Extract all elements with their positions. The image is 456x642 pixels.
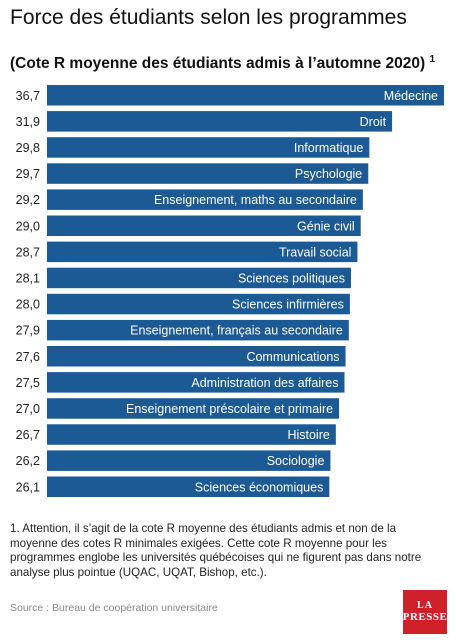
category-label: Génie civil (297, 219, 355, 233)
value-label: 29,0 (16, 219, 40, 233)
category-label: Enseignement, maths au secondaire (154, 193, 357, 207)
bar (47, 215, 361, 236)
category-label: Travail social (279, 245, 351, 259)
category-label: Informatique (294, 141, 364, 155)
value-label: 27,5 (16, 376, 40, 390)
bar (47, 111, 393, 132)
bar (47, 450, 331, 471)
bar (47, 372, 345, 393)
bar (47, 137, 370, 158)
category-label: Droit (360, 115, 387, 129)
value-label: 29,7 (16, 167, 40, 181)
value-label: 31,9 (16, 115, 40, 129)
logo-line-2: PRESSE (402, 611, 448, 623)
bar (47, 319, 349, 341)
category-label: Psychologie (295, 167, 362, 181)
category-label: Administration des affaires (191, 376, 338, 390)
value-label: 27,6 (16, 350, 40, 364)
value-label: 26,7 (16, 428, 40, 442)
subtitle-text: (Cote R moyenne des étudiants admis à l’… (10, 55, 426, 73)
bar (47, 398, 340, 419)
bar (47, 476, 330, 497)
value-label: 28,0 (16, 298, 40, 312)
value-label: 27,9 (16, 324, 40, 338)
bar (47, 346, 346, 367)
category-label: Communications (246, 350, 339, 364)
bar (47, 424, 336, 445)
footnote: 1. Attention, il s’agit de la cote R moy… (10, 522, 422, 579)
category-label: Enseignement préscolaire et primaire (126, 402, 333, 416)
logo-line-1: LA (417, 600, 433, 611)
category-label: Sociologie (267, 454, 325, 468)
bar (47, 241, 358, 263)
bar (47, 189, 363, 210)
la-presse-logo: LA PRESSE (403, 590, 447, 634)
value-label: 27,0 (16, 402, 40, 416)
category-label: Sciences infirmières (232, 298, 344, 312)
category-label: Sciences politiques (238, 271, 345, 285)
value-label: 36,7 (16, 89, 40, 103)
value-label: 28,7 (16, 245, 40, 259)
bar-chart: 36,7 Médecine 31,9 Droit 29,8 Informatique 29,… (16, 85, 444, 497)
chart-title: Force des étudiants selon les programmes (10, 6, 407, 29)
value-label: 28,1 (16, 271, 40, 285)
bar (47, 163, 369, 184)
value-label: 26,1 (16, 480, 40, 494)
chart-subtitle: (Cote R moyenne des étudiants admis à l’… (10, 54, 435, 73)
value-label: 26,2 (16, 454, 40, 468)
category-label: Histoire (287, 428, 329, 442)
value-label: 29,2 (16, 193, 40, 207)
category-label: Médecine (384, 89, 438, 103)
footnote-marker: 1 (429, 54, 436, 65)
bar (47, 267, 351, 289)
category-label: Sciences économiques (195, 480, 324, 494)
bar (47, 293, 350, 315)
bar (47, 85, 444, 106)
category-label: Enseignement, français au secondaire (130, 324, 343, 338)
value-label: 29,8 (16, 141, 40, 155)
source-note: Source : Bureau de coopération universit… (10, 602, 218, 614)
